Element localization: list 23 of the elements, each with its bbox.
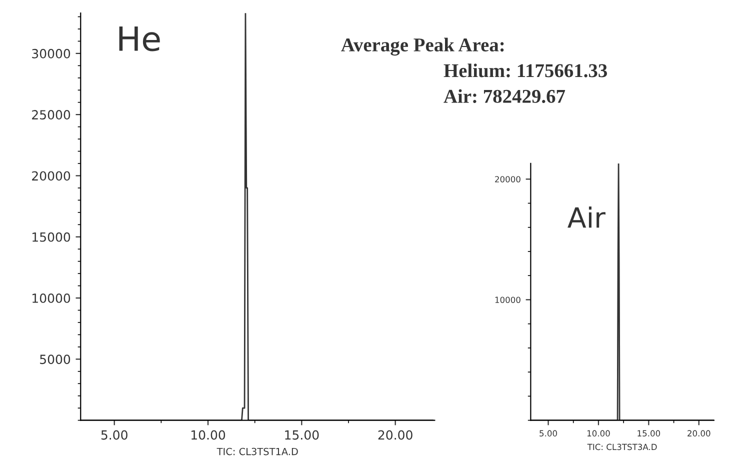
x-tick-label: 10.00 (191, 430, 226, 440)
x-tick-label: 15.00 (285, 430, 319, 440)
annotation: Air (568, 206, 606, 228)
y-tick-label: 15000 (32, 232, 70, 242)
x-axis-title: TIC: CL3TST3A.D (587, 444, 657, 450)
y-tick-label: 30000 (32, 48, 70, 58)
x-tick-label: 10.00 (587, 430, 610, 436)
text: Helium: 1175661.33 (444, 64, 607, 78)
x-tick-label: 20.00 (688, 430, 710, 436)
x-axis-title: TIC: CL3TST1A.D (216, 448, 298, 456)
y-tick-label: 20000 (32, 171, 70, 181)
x-tick-label: 15.00 (638, 430, 660, 436)
x-tick-label: 20.00 (378, 430, 412, 440)
text: Air: 782429.67 (444, 89, 566, 104)
y-tick-label: 25000 (32, 110, 70, 120)
y-tick-label: 10000 (495, 296, 520, 303)
y-tick-label: 20000 (495, 176, 520, 182)
annotation: Average Peak Area: (341, 38, 504, 56)
x-tick-label: 5.00 (540, 430, 557, 436)
y-tick-label: 5000 (40, 354, 70, 364)
y-tick-label: 10000 (32, 293, 70, 303)
x-tick-label: 5.00 (101, 430, 128, 440)
annotation: He (119, 26, 160, 52)
